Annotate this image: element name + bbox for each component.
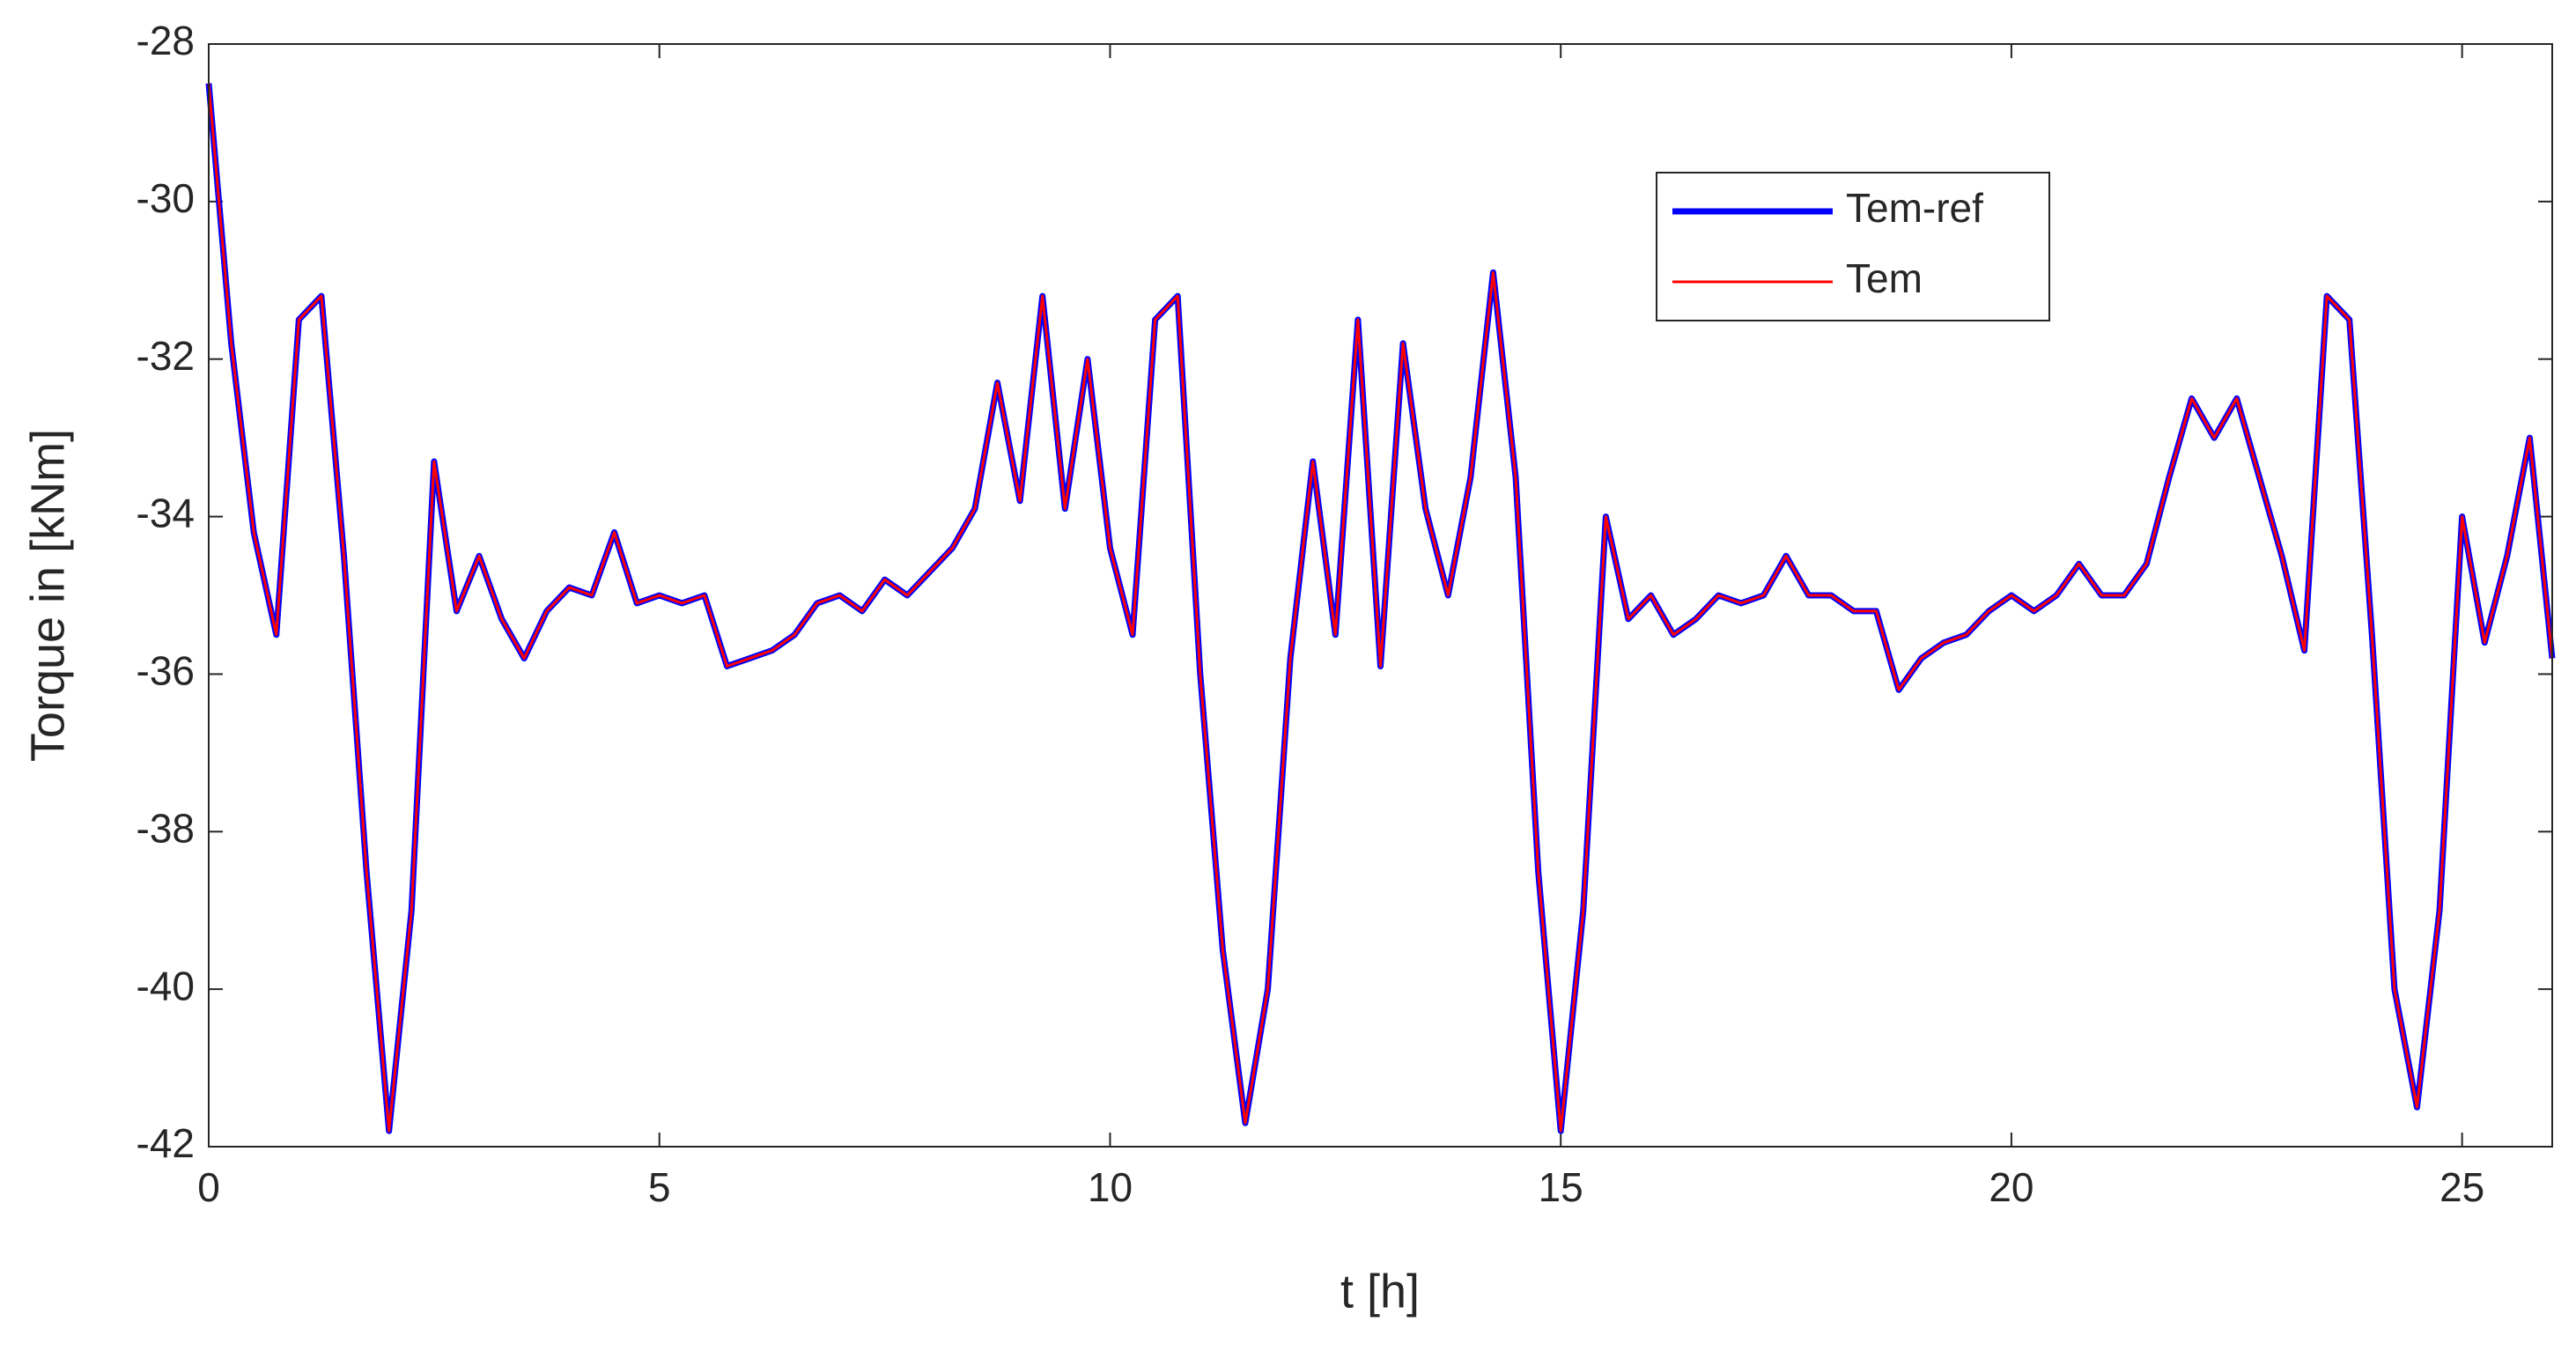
y-tick-label: -36 [137,648,195,694]
x-tick-label: 15 [1539,1164,1583,1210]
series-line [207,83,2554,1133]
y-axis-label: Torque in [kNm] [21,429,74,762]
plot-frame [208,43,2553,1148]
x-tick-label: 25 [2439,1164,2484,1210]
legend-box [1656,172,2050,321]
x-tick-label: 5 [648,1164,671,1210]
x-tick-label: 0 [197,1164,220,1210]
y-tick-label: -32 [137,333,195,379]
x-tick-label: 10 [1088,1164,1133,1210]
y-tick-label: -42 [137,1120,195,1166]
y-tick-label: -34 [137,491,195,536]
legend-label: Tem [1846,255,1923,301]
legend-label: Tem-ref [1846,185,1983,231]
x-axis-label: t [h] [1340,1265,1420,1318]
y-tick-label: -38 [137,805,195,851]
y-tick-label: -40 [137,963,195,1008]
y-tick-label: -28 [137,18,195,63]
y-tick-label: -30 [137,175,195,221]
x-tick-label: 20 [1989,1164,2033,1210]
